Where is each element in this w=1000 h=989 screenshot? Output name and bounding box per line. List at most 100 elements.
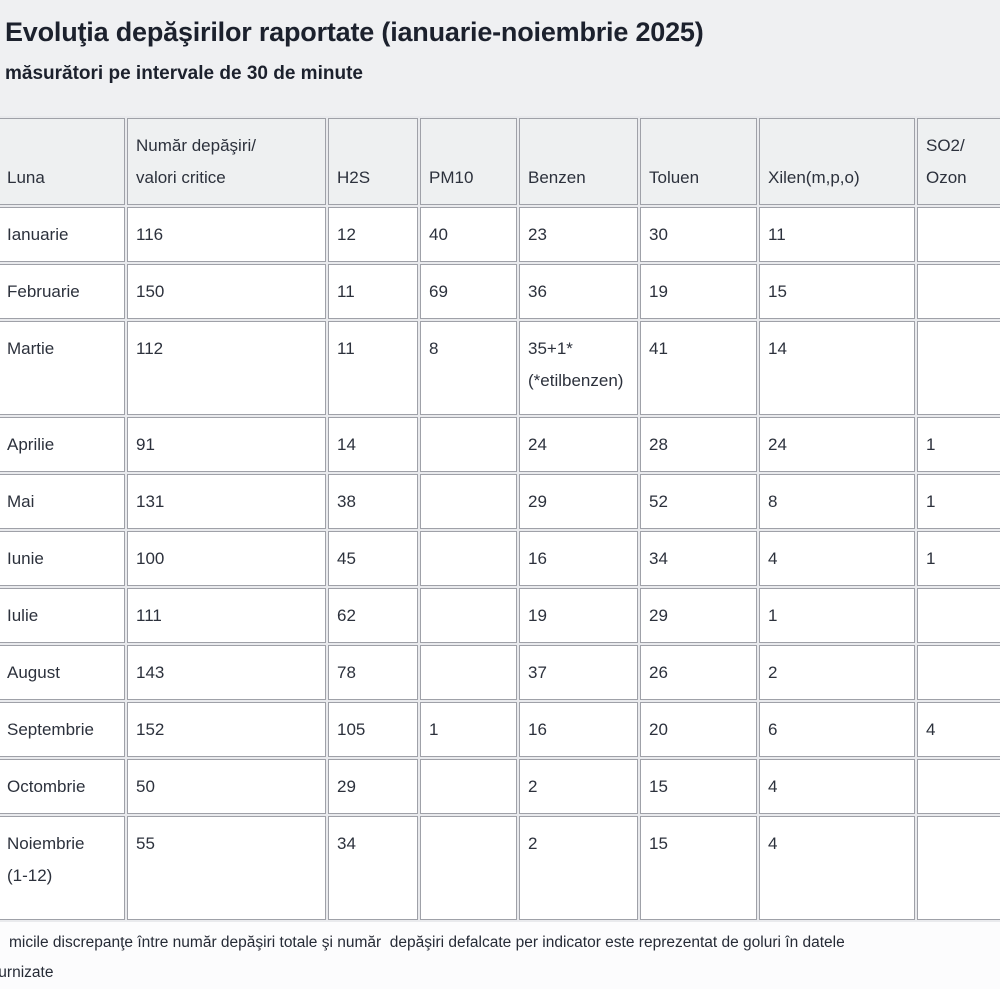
cell-line: 111 [136, 606, 162, 625]
cell-line: SO2/ [926, 136, 965, 155]
cell-line: Iulie [7, 606, 39, 625]
cell-line: 4 [768, 549, 778, 568]
cell-line: PM10 [429, 168, 474, 187]
value-cell: 19 [519, 588, 638, 643]
value-cell: 111 [127, 588, 326, 643]
header-row: Luna Număr depăşiri/valori critice H2S PM10… [0, 118, 1000, 205]
cell-line: 8 [429, 339, 439, 358]
cell-line: 1 [926, 549, 936, 568]
value-cell [917, 816, 1000, 920]
value-cell: 1 [917, 474, 1000, 529]
cell-line: 16 [528, 549, 547, 568]
table-row: Mai 131 38 29 52 8 1 [0, 474, 1000, 529]
column-header-6: Xilen(m,p,o) [759, 118, 915, 205]
cell-line: 116 [136, 225, 164, 244]
column-header-5: Toluen [640, 118, 757, 205]
value-cell: 1 [917, 417, 1000, 472]
cell-line: 11 [768, 225, 786, 244]
value-cell: 35+1* (*etilbenzen) [519, 321, 638, 415]
table-row: Aprilie 91 14 24 28 24 1 [0, 417, 1000, 472]
cell-line: Martie [7, 339, 55, 358]
cell-line: 2 [528, 777, 538, 796]
cell-line: 100 [136, 549, 165, 568]
cell-line: 2 [768, 663, 778, 682]
table-row: Februarie 150 11 69 36 19 15 [0, 264, 1000, 319]
table-row: Iunie 100 45 16 34 4 1 [0, 531, 1000, 586]
cell-line: 38 [337, 492, 356, 511]
cell-line: 69 [429, 282, 448, 301]
value-cell: 24 [519, 417, 638, 472]
cell-line: 26 [649, 663, 668, 682]
month-cell: August [0, 645, 125, 700]
value-cell: 11 [759, 207, 915, 262]
value-cell: 30 [640, 207, 757, 262]
value-cell: 16 [519, 531, 638, 586]
cell-line: 29 [337, 777, 356, 796]
value-cell: 1 [759, 588, 915, 643]
value-cell: 34 [640, 531, 757, 586]
value-cell [917, 645, 1000, 700]
column-header-7: SO2/Ozon [917, 118, 1000, 205]
month-cell: Iunie [0, 531, 125, 586]
cell-line: 152 [136, 720, 165, 739]
cell-line: 24 [528, 435, 547, 454]
value-cell: 4 [917, 702, 1000, 757]
cell-line: 15 [768, 282, 787, 301]
value-cell: 41 [640, 321, 757, 415]
value-cell: 105 [328, 702, 418, 757]
cell-line: 16 [528, 720, 547, 739]
cell-line: 41 [649, 339, 668, 358]
cell-line: Februarie [7, 282, 80, 301]
cell-line: 105 [337, 720, 366, 739]
table-row: Iulie 111 62 19 29 1 [0, 588, 1000, 643]
value-cell: 14 [759, 321, 915, 415]
cell-line: 1 [926, 435, 936, 454]
value-cell [420, 417, 517, 472]
cell-line: 4 [768, 777, 778, 796]
cell-line: 143 [136, 663, 165, 682]
cell-line: 23 [528, 225, 547, 244]
cell-line: 112 [136, 339, 164, 358]
cell-line: 150 [136, 282, 165, 301]
cell-line: H2S [337, 168, 371, 187]
value-cell: 37 [519, 645, 638, 700]
value-cell: 36 [519, 264, 638, 319]
cell-line: Iunie [7, 549, 44, 568]
value-cell [420, 588, 517, 643]
value-cell: 143 [127, 645, 326, 700]
table-header: Luna Număr depăşiri/valori critice H2S PM10… [0, 118, 1000, 205]
value-cell: 23 [519, 207, 638, 262]
value-cell: 4 [759, 816, 915, 920]
cell-line: 14 [337, 435, 356, 454]
cell-line: August [7, 663, 60, 682]
cell-line: 1 [926, 492, 936, 511]
cell-line: 91 [136, 435, 155, 454]
value-cell: 26 [640, 645, 757, 700]
value-cell: 6 [759, 702, 915, 757]
cell-line: 37 [528, 663, 547, 682]
value-cell [420, 759, 517, 814]
value-cell [420, 645, 517, 700]
value-cell: 2 [519, 759, 638, 814]
cell-line: 4 [768, 834, 778, 853]
month-cell: Ianuarie [0, 207, 125, 262]
cell-line: valori critice [136, 168, 226, 187]
value-cell: 100 [127, 531, 326, 586]
table-row: Noiembrie (1-12) 55 34 2 15 4 [0, 816, 1000, 920]
column-header-2: H2S [328, 118, 418, 205]
value-cell: 4 [759, 531, 915, 586]
value-cell [917, 264, 1000, 319]
exceedances-table: Luna Număr depăşiri/valori critice H2S PM10… [0, 116, 1000, 922]
value-cell: 15 [640, 816, 757, 920]
value-cell: 15 [759, 264, 915, 319]
cell-line: 8 [768, 492, 778, 511]
table-body: Ianuarie 116 12 40 23 30 11 Februarie 150 11 69 36 1… [0, 207, 1000, 920]
footnote-line-1: micile discrepanţe între număr depăşiri … [9, 934, 845, 951]
value-cell: 2 [519, 816, 638, 920]
cell-line: 15 [649, 834, 668, 853]
month-cell: Noiembrie (1-12) [0, 816, 125, 920]
value-cell: 152 [127, 702, 326, 757]
value-cell: 20 [640, 702, 757, 757]
cell-line: 78 [337, 663, 356, 682]
cell-line: (*etilbenzen) [528, 371, 624, 390]
